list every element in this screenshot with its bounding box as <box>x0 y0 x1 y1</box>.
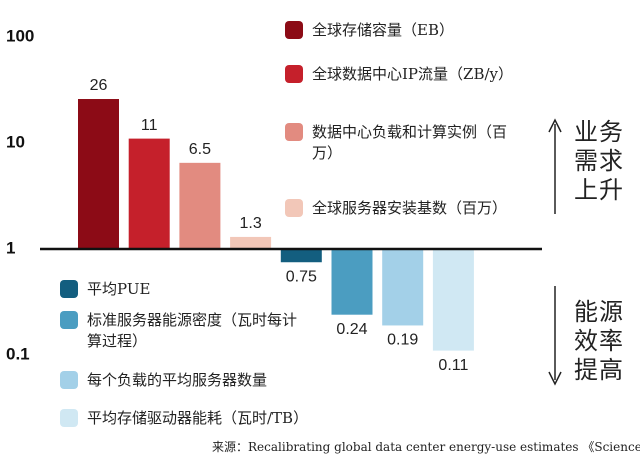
legend-item: 平均存储驱动器能耗（瓦时/TB） <box>60 408 310 429</box>
legend-item: 数据中心负载和计算实例（百万） <box>285 122 525 164</box>
legend-item: 全球数据中心IP流量（ZB/y） <box>285 64 525 85</box>
bar <box>432 249 474 351</box>
bar <box>78 99 119 250</box>
legend-item: 全球存储容量（EB） <box>285 20 525 41</box>
value-label: 6.5 <box>189 141 211 158</box>
legend-label: 全球数据中心IP流量（ZB/y） <box>312 65 513 83</box>
legend-swatch <box>60 371 78 389</box>
legend-swatch <box>285 123 303 141</box>
value-label: 0.75 <box>286 268 317 285</box>
legend-label: 全球服务器安装基数（百万） <box>312 199 508 217</box>
legend-item: 平均PUE <box>60 279 310 300</box>
legend-swatch <box>60 280 78 298</box>
legend-label: 全球存储容量（EB） <box>312 21 454 39</box>
value-label: 0.19 <box>387 332 418 349</box>
legend-label: 标准服务器能源密度（瓦时每计算过程） <box>87 311 298 350</box>
value-label: 1.3 <box>239 215 261 232</box>
legend-swatch <box>285 199 303 217</box>
annotation: 能源效率提高 <box>574 298 624 384</box>
value-label: 26 <box>90 77 108 94</box>
legend-item: 全球服务器安装基数（百万） <box>285 198 525 219</box>
legend-swatch <box>60 311 78 329</box>
bar <box>331 249 373 315</box>
legend-item: 标准服务器能源密度（瓦时每计算过程） <box>60 310 310 352</box>
legend-swatch <box>60 409 78 427</box>
y-tick-label: 0.1 <box>6 344 30 363</box>
bar <box>128 138 170 249</box>
legend-swatch <box>285 21 303 39</box>
legend-label: 数据中心负载和计算实例（百万） <box>312 123 508 162</box>
value-label: 0.11 <box>438 357 468 374</box>
legend-item: 每个负载的平均服务器数量 <box>60 370 310 391</box>
legend-label: 平均存储驱动器能耗（瓦时/TB） <box>87 409 309 427</box>
y-tick-label: 100 <box>6 26 34 45</box>
value-label: 0.24 <box>336 321 367 338</box>
down-arrow-head <box>548 371 562 386</box>
bar <box>280 249 322 263</box>
y-tick-label: 1 <box>6 238 15 257</box>
source: 来源：Recalibrating global data center ener… <box>212 440 640 454</box>
legend-label: 平均PUE <box>87 280 151 298</box>
bar <box>382 249 424 326</box>
legend-swatch <box>285 65 303 83</box>
bar <box>230 236 272 249</box>
y-tick-label: 10 <box>6 132 25 151</box>
legend-label: 每个负载的平均服务器数量 <box>87 371 268 389</box>
annotation: 业务需求上升 <box>574 118 624 204</box>
value-label: 11 <box>141 117 158 134</box>
up-arrow-head <box>548 118 562 133</box>
bar <box>179 162 221 249</box>
